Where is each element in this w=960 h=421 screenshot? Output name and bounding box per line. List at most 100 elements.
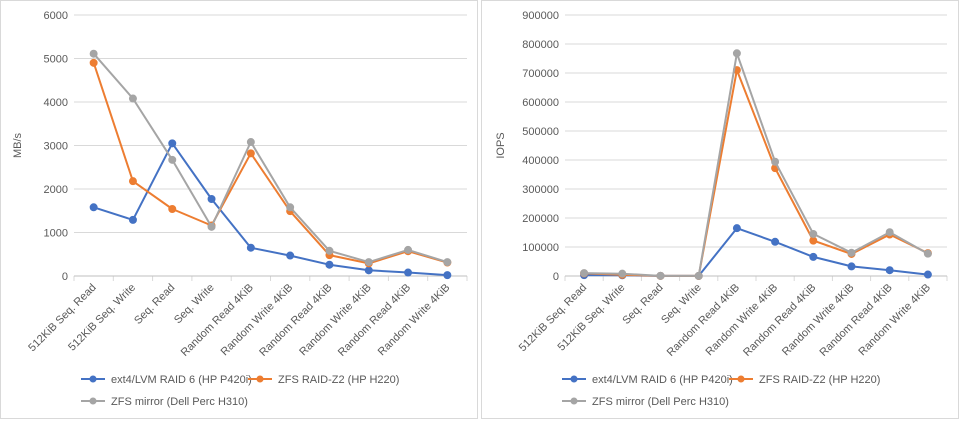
x-tick-label: Random Read 4KiB: [818, 282, 895, 359]
series-line: [92, 53, 448, 264]
data-point: [732, 224, 741, 233]
y-tick-label: 200000: [522, 213, 559, 225]
data-point: [847, 248, 856, 257]
y-tick-label: 800000: [522, 39, 559, 51]
data-point: [809, 236, 818, 245]
data-point: [168, 205, 177, 214]
y-tick-label: 900000: [522, 10, 559, 22]
x-tick-label: Random Read 4KiB: [336, 282, 413, 359]
data-point: [364, 266, 373, 275]
y-tick-label: 400000: [522, 155, 559, 167]
x-tick-label: Random Write 4KiB: [780, 282, 857, 359]
legend-label: ZFS RAID-Z2 (HP H220): [759, 374, 880, 386]
data-point: [443, 271, 452, 280]
data-point: [89, 203, 98, 212]
data-point: [404, 268, 413, 277]
legend-label: ext4/LVM RAID 6 (HP P420i): [111, 374, 252, 386]
y-tick-label: 6000: [44, 10, 68, 22]
y-tick-label: 5000: [44, 54, 68, 66]
chart-panel-iops: 0 100000 200000 300000 400000 500000 600000 700…: [481, 0, 959, 419]
data-point: [89, 58, 98, 67]
y-axis-title: IOPS: [495, 132, 507, 158]
y-tick-label: 500000: [522, 126, 559, 138]
data-point: [207, 222, 216, 231]
data-point: [771, 157, 780, 166]
series-line: [584, 69, 929, 277]
data-point: [885, 228, 894, 237]
data-point: [325, 246, 334, 255]
x-tick-label: Random Read 4KiB: [257, 282, 334, 359]
y-axis-title: MB/s: [12, 132, 24, 158]
series-line: [584, 227, 929, 277]
x-tick-label: Random Write 4KiB: [856, 282, 933, 359]
y-tick-label: 0: [62, 271, 68, 283]
y-tick-label: 2000: [44, 184, 68, 196]
data-point: [128, 215, 137, 224]
y-tick-label: 1000: [44, 228, 68, 240]
x-tick-label: Random Write 4KiB: [376, 282, 453, 359]
legend-marker: [256, 375, 264, 383]
x-tick-label: Random Read 4KiB: [665, 282, 742, 359]
y-tick-label: 4000: [44, 97, 68, 109]
legend-marker: [89, 397, 97, 405]
chart-iops: 0 100000 200000 300000 400000 500000 600000 700…: [495, 10, 948, 408]
x-tick-label: Random Write 4KiB: [297, 282, 374, 359]
series-line: [584, 52, 929, 277]
y-tick-label: 600000: [522, 97, 559, 109]
x-tick-label: 512KiB Seq. Write: [556, 282, 628, 354]
data-point: [364, 258, 373, 267]
data-point: [694, 271, 703, 280]
data-point: [286, 203, 295, 212]
data-point: [404, 245, 413, 254]
data-point: [923, 249, 932, 258]
legend-marker: [737, 375, 745, 383]
series-line: [92, 62, 448, 265]
data-point: [847, 262, 856, 271]
x-tick-label: Random Read 4KiB: [741, 282, 818, 359]
legend-label: ZFS RAID-Z2 (HP H220): [278, 374, 399, 386]
y-tick-label: 3000: [44, 141, 68, 153]
data-point: [580, 269, 589, 278]
data-point: [286, 251, 295, 260]
legend-marker: [570, 397, 578, 405]
y-tick-label: 300000: [522, 184, 559, 196]
data-point: [885, 266, 894, 275]
data-point: [732, 49, 741, 58]
data-point: [168, 155, 177, 164]
chart-mbps: 0 1000 2000 3000 4000 5000 6000 MB/s 512KiB Seq.…: [12, 10, 468, 408]
x-tick-label: 512KiB Seq. Write: [66, 282, 138, 354]
chart-panel-mbps: 0 1000 2000 3000 4000 5000 6000 MB/s 512KiB Seq.…: [0, 0, 478, 419]
legend-label: ZFS mirror (Dell Perc H310): [592, 396, 729, 408]
x-tick-label: Random Read 4KiB: [179, 282, 256, 359]
data-point: [246, 243, 255, 252]
data-point: [168, 139, 177, 148]
data-point: [809, 229, 818, 238]
data-point: [207, 195, 216, 204]
y-tick-label: 700000: [522, 68, 559, 80]
data-point: [771, 237, 780, 246]
data-point: [246, 149, 255, 158]
data-point: [89, 49, 98, 58]
x-tick-label: 512KiB Seq. Read: [517, 282, 589, 354]
data-point: [443, 258, 452, 267]
data-point: [618, 269, 627, 278]
data-point: [809, 252, 818, 261]
data-point: [128, 94, 137, 103]
series-line: [93, 142, 448, 277]
y-tick-label: 0: [553, 271, 559, 283]
x-tick-label: Seq. Read: [132, 282, 177, 327]
legend-marker: [89, 375, 97, 383]
data-point: [923, 270, 932, 279]
data-point: [128, 177, 137, 186]
x-tick-label: Seq. Read: [620, 282, 665, 327]
data-point: [325, 260, 334, 269]
x-tick-label: Random Write 4KiB: [704, 282, 781, 359]
x-tick-label: Random Write 4KiB: [219, 282, 296, 359]
legend-label: ZFS mirror (Dell Perc H310): [111, 396, 248, 408]
data-point: [656, 271, 665, 280]
y-tick-label: 100000: [522, 242, 559, 254]
legend-marker: [570, 375, 578, 383]
x-tick-label: 512KiB Seq. Read: [26, 282, 98, 354]
legend-label: ext4/LVM RAID 6 (HP P420i): [592, 374, 733, 386]
data-point: [246, 138, 255, 147]
